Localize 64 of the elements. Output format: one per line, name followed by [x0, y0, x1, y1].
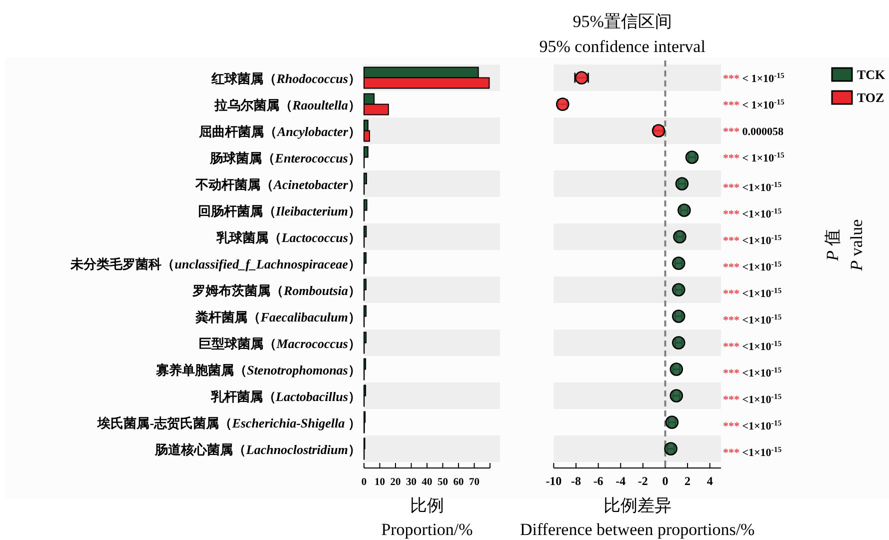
text: *** < 1×10$^{-15}$: [723, 70, 784, 85]
x-tick-label: 2: [684, 474, 691, 488]
y-tick-label: 未分类毛罗菌科（unclassified_f_Lachnospiraceae）: [70, 256, 361, 272]
point: [672, 310, 686, 323]
text: *** <1×10$^{-15}$: [723, 206, 782, 220]
point: [664, 442, 678, 456]
y-tick-label: 粪杆菌属（Faecalibaculum）: [194, 309, 361, 324]
x-tick-label: 4: [706, 474, 713, 488]
x-tick-label: -10: [546, 474, 562, 488]
text: *** <1×10$^{-15}$: [723, 179, 782, 194]
x-tick-label: -4: [616, 474, 626, 488]
chart-title: 95%置信区间: [572, 12, 672, 31]
y-tick-label: 埃氏菌属-志贺氏菌属（Escherichia-Shigella ）: [96, 415, 361, 430]
x-tick-label: 0: [361, 477, 367, 488]
text: *** <1×10$^{-15}$: [723, 418, 782, 432]
chart-subtitle: 95% confidence interval: [539, 37, 706, 56]
text: *** <1×10$^{-15}$: [723, 338, 782, 353]
y-tick-label: 罗姆布茨菌属（Romboutsia）: [192, 282, 361, 298]
x-tick-label: 20: [390, 477, 401, 488]
point: [672, 336, 686, 350]
text: *** < 1×10$^{-15}$: [723, 150, 784, 164]
text: *** <1×10$^{-15}$: [723, 258, 782, 274]
x-tick-label: 60: [453, 477, 464, 488]
y-tick-label: 回肠杆菌属（Ileibacterium）: [198, 203, 361, 218]
y-tick-label: 不动杆菌属（Acinetobacter）: [194, 176, 361, 192]
text: *** <1×10$^{-15}$: [723, 232, 782, 247]
point: [670, 389, 684, 402]
text: *** < 1×10$^{-15}$: [723, 96, 784, 112]
y-tick-label: 拉乌尔菌属（Raoultella）: [213, 97, 361, 112]
x-tick-label: -8: [571, 474, 582, 488]
point: [675, 177, 689, 190]
point: [672, 283, 686, 296]
y-tick-label: 肠球菌属（Enterococcus）: [209, 150, 361, 166]
text: *** <1×10$^{-15}$: [723, 444, 782, 459]
text: *** <1×10$^{-15}$: [723, 364, 782, 380]
point: [672, 256, 686, 270]
point: [673, 230, 686, 244]
text: *** <1×10$^{-15}$: [723, 285, 782, 300]
text: *** <1×10$^{-15}$: [723, 391, 782, 406]
point: [678, 204, 691, 217]
point: [685, 150, 699, 164]
x-tick-label: -6: [593, 474, 604, 488]
text: *** 0.000058: [723, 126, 784, 138]
y-tick-label: 乳球菌属（Lactococcus）: [216, 230, 361, 245]
y-tick-label: 乳杆菌属（Lactobacillus）: [210, 388, 361, 404]
x-tick-label: 40: [422, 477, 432, 488]
y-tick-label: 寡养单胞菌属（Stenotrophomonas）: [154, 362, 361, 378]
point: [670, 362, 684, 376]
y-tick-label: 肠道核心菌属（Lachnoclostridium）: [154, 442, 361, 457]
y-tick-label: 红球菌属（Rhodococcus）: [210, 70, 361, 86]
x-tick-label: 10: [374, 477, 385, 488]
text: *** <1×10$^{-15}$: [723, 312, 782, 326]
x-axis-title: 比例差异 Difference between proportions/%: [520, 496, 755, 539]
legend-label: TOZ: [857, 90, 885, 105]
point: [665, 416, 679, 429]
y-tick-label: 屈曲杆菌属（Ancylobacter）: [198, 124, 361, 139]
x-tick-label: 50: [438, 477, 448, 488]
y-tick-label: 巨型球菌属（Macrococcus）: [198, 336, 361, 351]
x-axis-title: 比例 Proportion/%: [381, 496, 473, 539]
x-tick-label: 0: [662, 474, 668, 488]
legend-label: TCK: [857, 67, 886, 82]
x-tick-label: 30: [406, 477, 416, 488]
x-tick-label: 70: [469, 477, 480, 488]
x-tick-label: -2: [638, 474, 648, 488]
